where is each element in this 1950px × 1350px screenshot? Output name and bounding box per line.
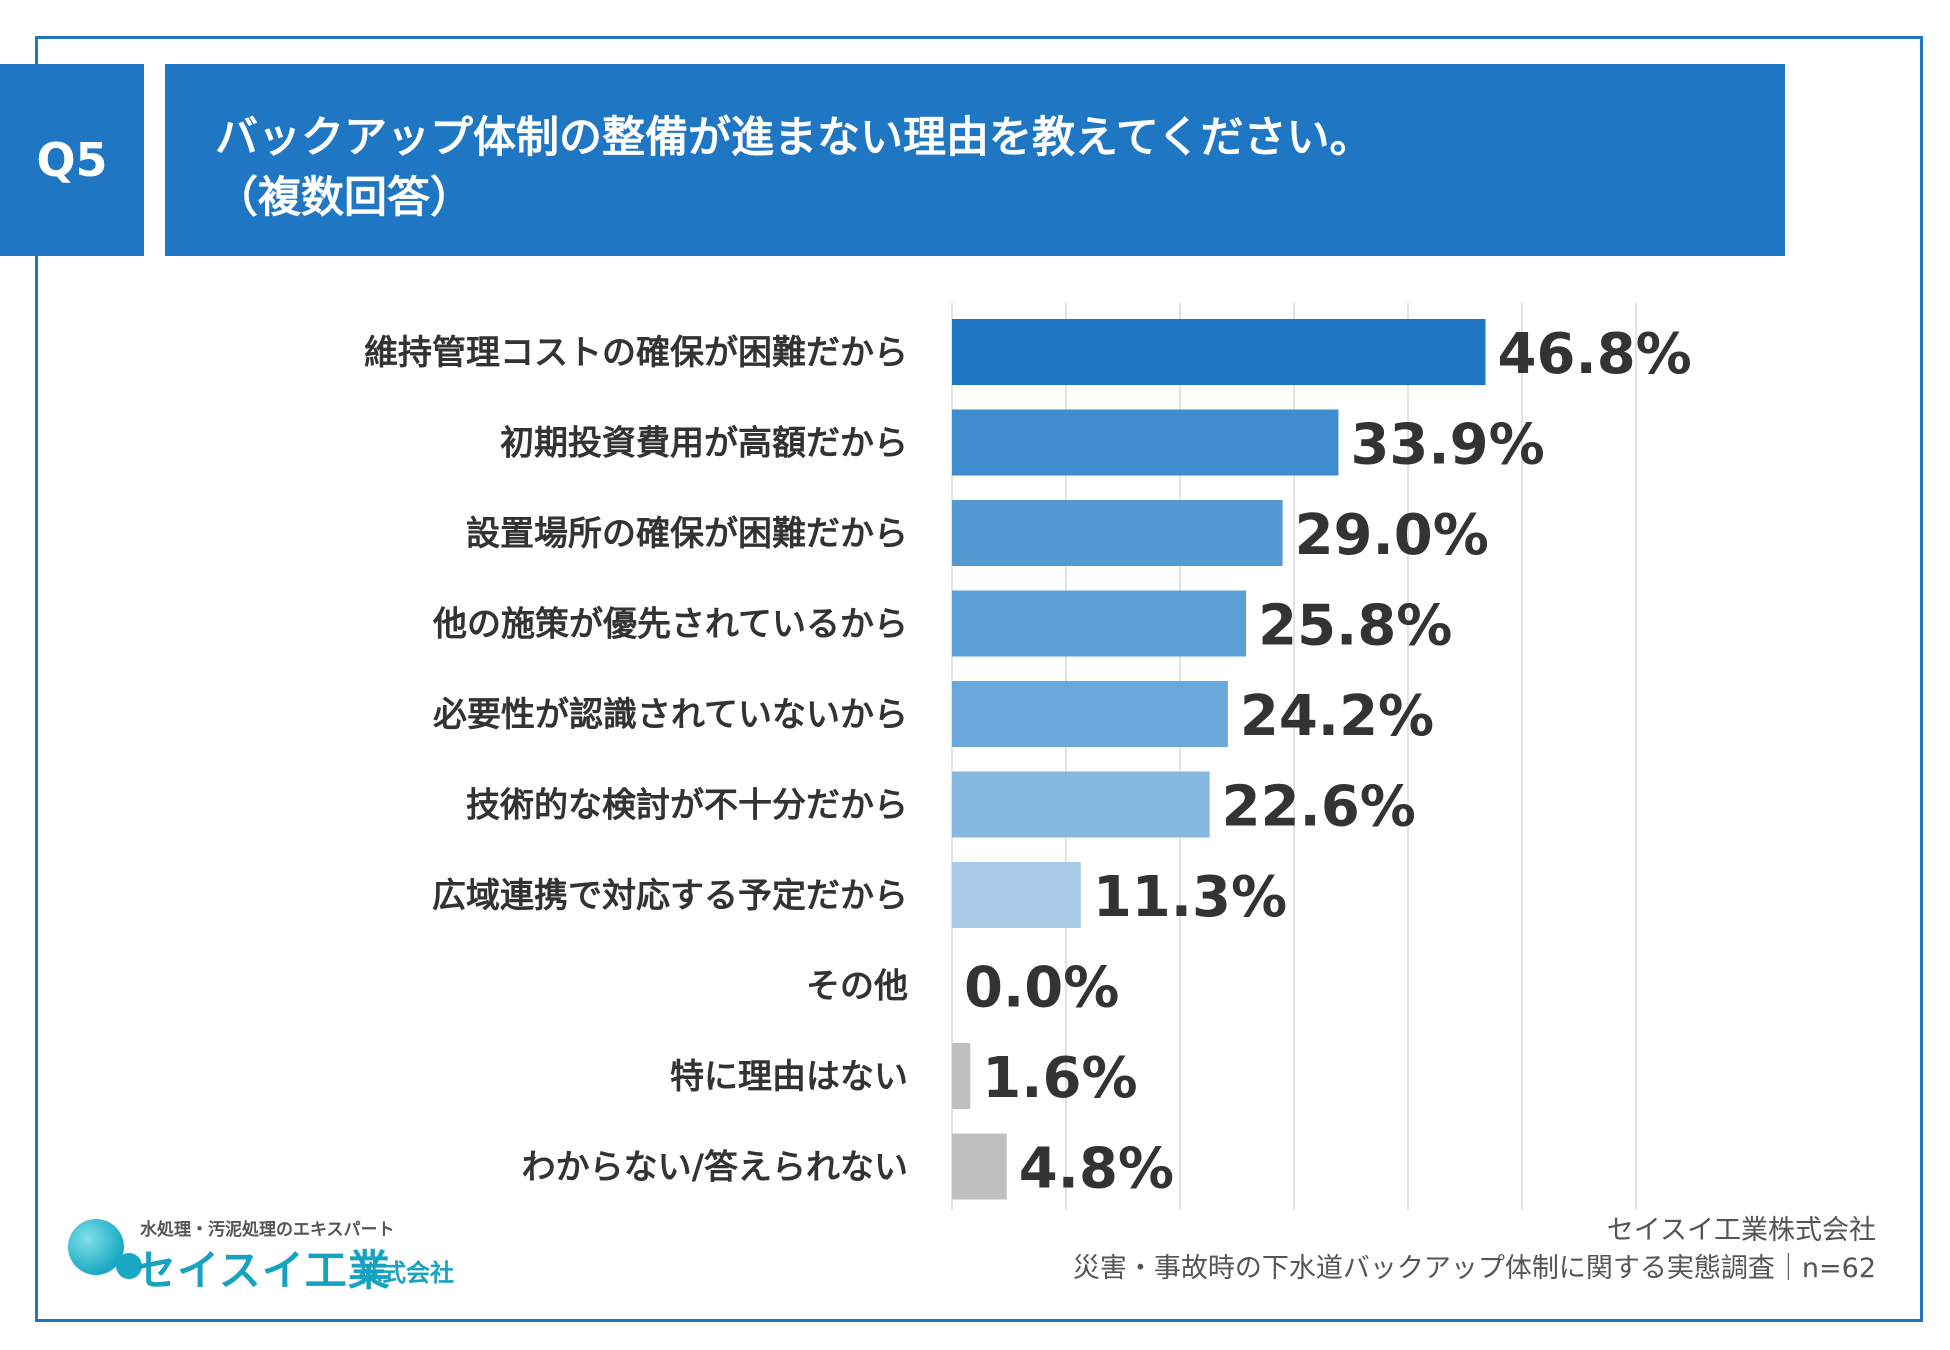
logo-small-drop-icon	[116, 1253, 142, 1279]
category-label: 必要性が認識されていないから	[433, 695, 908, 735]
category-label: 他の施策が優先されているから	[432, 605, 908, 645]
bar	[952, 1133, 1007, 1200]
logo-name: セイスイ工業	[134, 1246, 391, 1295]
value-label: 11.3%	[1093, 865, 1287, 930]
category-label: 広域連携で対応する予定だから	[432, 876, 908, 916]
bar	[952, 1043, 971, 1109]
question-title-line2: （複数回答）	[215, 173, 473, 223]
source-note: セイスイ工業株式会社 災害・事故時の下水道バックアップ体制に関する実態調査｜n=…	[1073, 1212, 1876, 1288]
company-logo: 水処理・汚泥処理のエキスパート セイスイ工業 株式会社	[62, 1215, 482, 1295]
logo-drop-icon	[68, 1219, 124, 1275]
value-label: 25.8%	[1258, 594, 1452, 659]
question-title: バックアップ体制の整備が進まない理由を教えてください。 （複数回答）	[165, 64, 1785, 256]
bar	[952, 862, 1081, 928]
bar	[952, 771, 1210, 838]
figure-frame	[35, 36, 1923, 1322]
category-label: 技術的な検討が不十分だから	[466, 786, 908, 826]
value-label: 4.8%	[1019, 1137, 1174, 1202]
bar	[952, 409, 1339, 476]
question-title-line1: バックアップ体制の整備が進まない理由を教えてください。	[215, 113, 1373, 163]
source-survey: 災害・事故時の下水道バックアップ体制に関する実態調査｜n=62	[1072, 1253, 1876, 1284]
logo-tagline: 水処理・汚泥処理のエキスパート	[140, 1220, 395, 1240]
value-label: 24.2%	[1240, 684, 1434, 749]
logo-suffix: 株式会社	[358, 1259, 454, 1287]
category-label: 初期投資費用が高額だから	[500, 424, 908, 464]
value-label: 22.6%	[1222, 775, 1416, 840]
category-label: 特に理由はない	[670, 1057, 908, 1097]
bar	[952, 319, 1486, 385]
bar	[952, 681, 1228, 747]
bar	[952, 590, 1247, 657]
bar	[952, 500, 1283, 566]
category-label: 維持管理コストの確保が困難だから	[364, 333, 908, 373]
category-label: わからない/答えられない	[522, 1148, 908, 1188]
category-label: 設置場所の確保が困難だから	[466, 514, 908, 554]
value-label: 46.8%	[1498, 322, 1692, 387]
value-label: 0.0%	[964, 956, 1119, 1021]
question-badge: Q5	[0, 64, 144, 256]
value-label: 29.0%	[1295, 503, 1489, 568]
value-label: 1.6%	[982, 1046, 1137, 1111]
source-company: セイスイ工業株式会社	[1606, 1215, 1876, 1246]
value-label: 33.9%	[1350, 413, 1544, 478]
category-label: その他	[806, 967, 908, 1007]
